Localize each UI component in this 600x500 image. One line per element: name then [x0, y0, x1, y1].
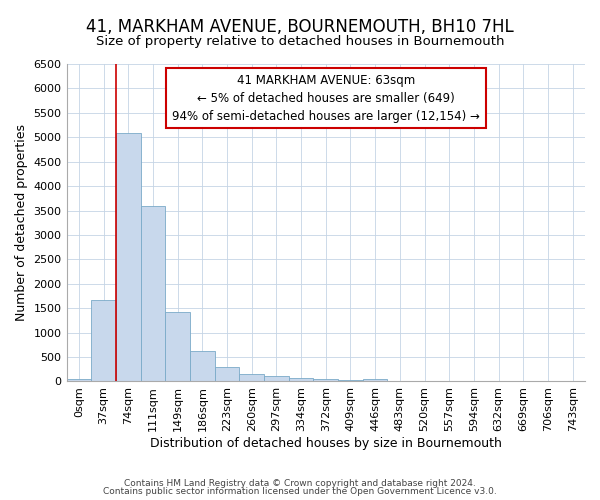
Bar — [67, 379, 91, 382]
Bar — [165, 312, 190, 382]
Bar — [264, 376, 289, 382]
Text: 41, MARKHAM AVENUE, BOURNEMOUTH, BH10 7HL: 41, MARKHAM AVENUE, BOURNEMOUTH, BH10 7H… — [86, 18, 514, 36]
Bar — [239, 374, 264, 382]
Bar — [140, 206, 165, 382]
Bar — [338, 380, 363, 382]
Bar — [116, 134, 140, 382]
Y-axis label: Number of detached properties: Number of detached properties — [15, 124, 28, 321]
Text: Contains public sector information licensed under the Open Government Licence v3: Contains public sector information licen… — [103, 487, 497, 496]
Bar — [363, 379, 388, 382]
Bar — [313, 379, 338, 382]
Text: 41 MARKHAM AVENUE: 63sqm
← 5% of detached houses are smaller (649)
94% of semi-d: 41 MARKHAM AVENUE: 63sqm ← 5% of detache… — [172, 74, 480, 122]
Bar — [215, 367, 239, 382]
Text: Contains HM Land Registry data © Crown copyright and database right 2024.: Contains HM Land Registry data © Crown c… — [124, 478, 476, 488]
Bar — [190, 351, 215, 382]
X-axis label: Distribution of detached houses by size in Bournemouth: Distribution of detached houses by size … — [150, 437, 502, 450]
Bar — [91, 300, 116, 382]
Text: Size of property relative to detached houses in Bournemouth: Size of property relative to detached ho… — [96, 35, 504, 48]
Bar — [289, 378, 313, 382]
